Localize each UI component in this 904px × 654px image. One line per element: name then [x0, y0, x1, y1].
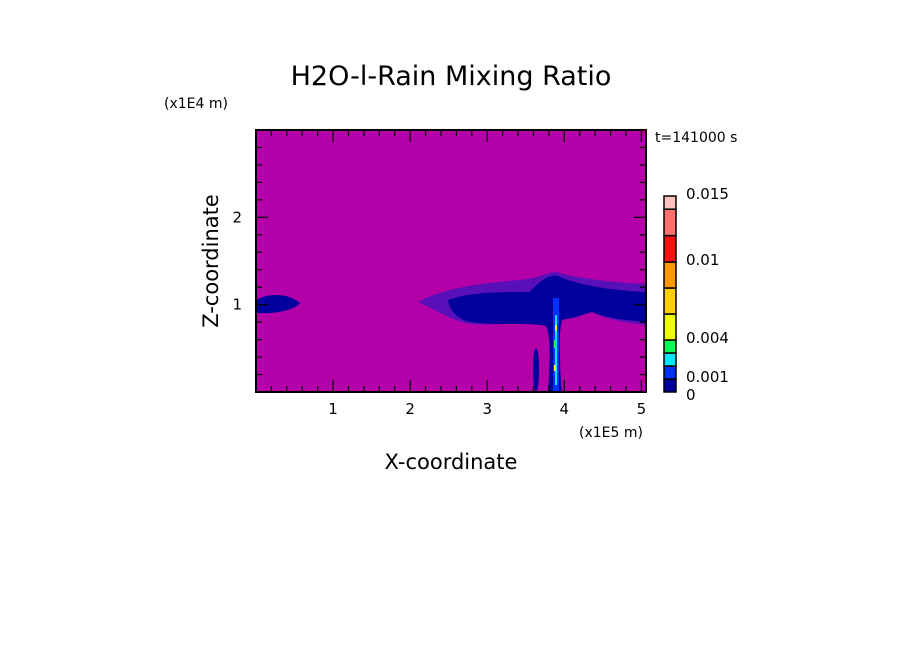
plot-frame: [255, 129, 647, 393]
x-tick-label: 2: [405, 400, 415, 418]
core-cyan: [555, 315, 557, 385]
colorbar-swatch: [663, 339, 677, 354]
colorbar-label: 0.004: [686, 329, 729, 347]
core-yellow-1: [555, 325, 557, 331]
core-yellow-2: [554, 365, 556, 371]
y-tick-label: 1: [232, 296, 242, 314]
y-axis-label: Z-coordinate: [199, 194, 223, 328]
x-tick-label: 3: [482, 400, 492, 418]
core-green: [554, 340, 556, 348]
x-tick-label: 4: [560, 400, 570, 418]
colorbar-swatch: [663, 352, 677, 367]
y-tick-label: 2: [232, 208, 242, 226]
x-tick-label: 1: [328, 400, 338, 418]
colorbar-swatch: [663, 234, 677, 263]
colorbar-label: 0.01: [686, 251, 719, 269]
y-scale-label: (x1E4 m): [164, 96, 228, 112]
colorbar-swatch: [663, 313, 677, 341]
colorbar-swatch: [663, 378, 677, 393]
colorbar-label: 0.001: [686, 368, 729, 386]
x-tick-label: 5: [637, 400, 647, 418]
plot-background: [256, 130, 646, 392]
colorbar-swatch: [663, 208, 677, 237]
colorbar-swatch: [663, 365, 677, 380]
colorbar: 00.001 0.004 0.01 0.015: [663, 185, 729, 404]
colorbar-swatch: [663, 261, 677, 289]
colorbar-swatch: [663, 195, 677, 210]
time-label: t=141000 s: [655, 130, 737, 146]
anvil-core: [448, 275, 646, 392]
colorbar-swatch: [663, 287, 677, 315]
left-cloud-band: [256, 294, 300, 314]
colorbar-label: 0.015: [686, 185, 729, 203]
chart-title: H2O-l-Rain Mixing Ratio: [291, 61, 612, 92]
colorbar-label: 0: [686, 386, 696, 404]
x-axis-label: X-coordinate: [385, 450, 518, 474]
axis-ticks: 1 2 3 4 5 1 2: [232, 130, 646, 418]
plot-area: [255, 129, 647, 393]
x-scale-label: (x1E5 m): [579, 425, 643, 441]
small-shaft: [533, 348, 539, 392]
